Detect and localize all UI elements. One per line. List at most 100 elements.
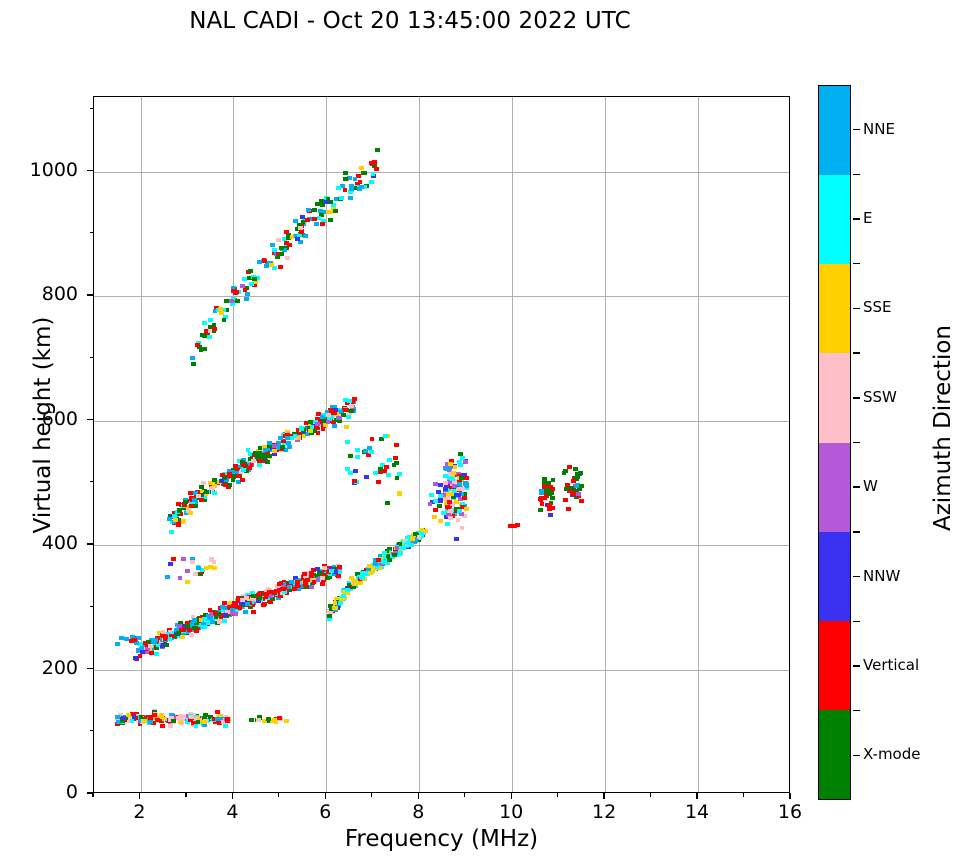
scatter-point bbox=[286, 235, 292, 240]
scatter-point bbox=[347, 471, 353, 476]
scatter-point bbox=[315, 417, 321, 422]
scatter-point bbox=[256, 463, 262, 468]
scatter-point bbox=[224, 308, 230, 313]
scatter-point bbox=[317, 422, 323, 427]
scatter-point bbox=[242, 287, 248, 292]
scatter-point bbox=[247, 456, 253, 461]
scatter-point bbox=[202, 321, 208, 326]
scatter-point bbox=[282, 447, 288, 452]
scatter-point bbox=[448, 491, 454, 497]
scatter-point bbox=[257, 259, 263, 264]
colorbar-segment-ssw[interactable] bbox=[819, 353, 850, 443]
scatter-point bbox=[115, 719, 121, 724]
scatter-point bbox=[299, 232, 305, 237]
scatter-point bbox=[152, 640, 158, 645]
scatter-point bbox=[332, 209, 338, 214]
scatter-point bbox=[283, 718, 289, 723]
scatter-point bbox=[243, 610, 249, 615]
x-axis-tick bbox=[417, 793, 419, 799]
colorbar-boundary-tick bbox=[853, 620, 860, 622]
scatter-point bbox=[397, 471, 402, 476]
scatter-point bbox=[550, 477, 556, 482]
scatter-point bbox=[217, 714, 223, 719]
scatter-point bbox=[297, 223, 302, 228]
scatter-point bbox=[193, 723, 199, 728]
colorbar-segment-x-mode[interactable] bbox=[819, 709, 850, 799]
scatter-point bbox=[135, 648, 141, 653]
x-axis-minor-tick bbox=[92, 793, 94, 797]
scatter-point bbox=[564, 483, 570, 488]
scatter-point bbox=[271, 448, 277, 453]
scatter-point bbox=[236, 598, 242, 603]
scatter-point bbox=[129, 634, 135, 639]
scatter-point bbox=[223, 714, 228, 719]
scatter-point bbox=[462, 503, 468, 508]
colorbar-segment-vertical[interactable] bbox=[819, 620, 850, 710]
scatter-point bbox=[445, 462, 451, 467]
scatter-point bbox=[515, 522, 520, 527]
gridline-vertical bbox=[605, 97, 607, 792]
scatter-point bbox=[278, 581, 284, 586]
scatter-point bbox=[354, 572, 360, 577]
scatter-point bbox=[368, 180, 374, 185]
colorbar-label-w: W bbox=[863, 477, 878, 496]
colorbar-segment-sse[interactable] bbox=[819, 264, 850, 354]
scatter-point bbox=[279, 246, 284, 251]
scatter-point bbox=[172, 517, 178, 522]
scatter-point bbox=[332, 600, 338, 605]
scatter-point bbox=[337, 565, 343, 570]
x-axis-tick-label: 8 bbox=[412, 801, 425, 823]
scatter-point bbox=[252, 282, 257, 287]
scatter-point bbox=[326, 616, 332, 621]
scatter-point bbox=[198, 347, 204, 352]
scatter-point bbox=[308, 573, 314, 578]
scatter-point bbox=[318, 209, 324, 214]
scatter-point bbox=[210, 481, 216, 486]
scatter-point bbox=[448, 459, 454, 464]
colorbar-boundary-tick bbox=[853, 709, 860, 712]
colorbar-segment-w[interactable] bbox=[819, 442, 850, 532]
scatter-point bbox=[170, 719, 176, 724]
scatter-point bbox=[343, 170, 349, 175]
scatter-point bbox=[575, 474, 581, 479]
colorbar-segment-nne[interactable] bbox=[819, 86, 850, 176]
scatter-point bbox=[233, 612, 238, 617]
scatter-point bbox=[183, 499, 189, 504]
scatter-point bbox=[448, 515, 453, 520]
scatter-point bbox=[333, 608, 339, 613]
colorbar-segment-nnw[interactable] bbox=[819, 531, 850, 621]
scatter-point bbox=[268, 262, 274, 267]
scatter-point bbox=[278, 251, 284, 256]
scatter-point bbox=[308, 420, 313, 425]
scatter-point bbox=[459, 526, 465, 531]
colorbar-tick bbox=[853, 307, 860, 310]
scatter-point bbox=[352, 582, 357, 587]
scatter-point bbox=[181, 627, 186, 632]
scatter-point bbox=[338, 600, 343, 605]
y-axis-tick-label: 400 bbox=[41, 532, 78, 555]
scatter-point bbox=[360, 575, 366, 580]
scatter-point bbox=[168, 561, 174, 566]
scatter-point bbox=[459, 456, 465, 461]
scatter-point bbox=[394, 475, 400, 480]
scatter-point bbox=[545, 481, 551, 486]
scatter-point bbox=[190, 560, 196, 565]
scatter-point bbox=[296, 232, 302, 237]
scatter-point bbox=[179, 634, 185, 639]
scatter-point bbox=[293, 233, 299, 238]
scatter-point bbox=[461, 473, 466, 478]
scatter-point bbox=[266, 443, 272, 448]
scatter-point bbox=[168, 530, 174, 535]
colorbar-segment-e[interactable] bbox=[819, 175, 850, 265]
scatter-point bbox=[189, 556, 195, 561]
scatter-point bbox=[199, 485, 204, 490]
scatter-point bbox=[176, 517, 182, 522]
scatter-point bbox=[332, 572, 337, 577]
scatter-point bbox=[374, 167, 380, 172]
scatter-point bbox=[244, 601, 250, 606]
scatter-point bbox=[457, 451, 463, 456]
scatter-point bbox=[176, 626, 182, 631]
colorbar-label-x-mode: X-mode bbox=[863, 745, 921, 764]
scatter-point bbox=[199, 493, 205, 498]
scatter-point bbox=[542, 477, 548, 482]
